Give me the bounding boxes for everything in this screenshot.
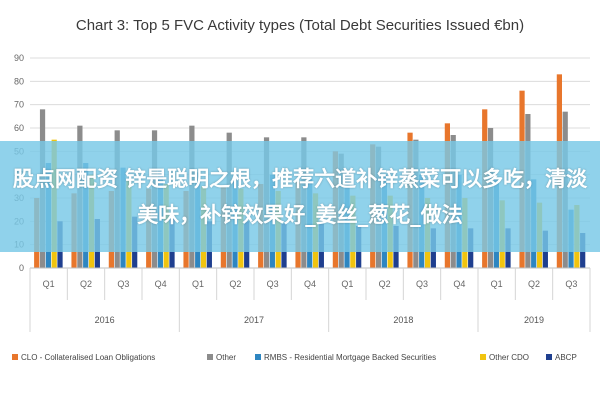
- y-tick-label: 60: [14, 123, 24, 133]
- x-tick-label: Q1: [43, 279, 55, 289]
- legend-swatch: [207, 354, 213, 360]
- year-label: 2016: [95, 315, 115, 325]
- x-tick-label: Q3: [117, 279, 129, 289]
- legend-label: CLO - Collateralised Loan Obligations: [21, 353, 155, 362]
- y-tick-label: 0: [19, 263, 24, 273]
- x-tick-label: Q1: [341, 279, 353, 289]
- year-label: 2018: [393, 315, 413, 325]
- y-tick-label: 80: [14, 76, 24, 86]
- legend-label: RMBS - Residential Mortgage Backed Secur…: [264, 353, 436, 362]
- x-tick-label: Q4: [453, 279, 465, 289]
- x-tick-label: Q4: [304, 279, 316, 289]
- y-tick-label: 90: [14, 53, 24, 63]
- x-tick-label: Q3: [267, 279, 279, 289]
- banner-text: 股点网配资 锌是聪明之根，推荐六道补锌蒸菜可以多吃，清淡美味，补锌效果好_姜丝_…: [12, 166, 588, 227]
- legend-swatch: [480, 354, 486, 360]
- x-tick-label: Q4: [155, 279, 167, 289]
- legend-swatch: [546, 354, 552, 360]
- legend-swatch: [12, 354, 18, 360]
- legend-label: ABCP: [555, 353, 577, 362]
- x-tick-label: Q2: [528, 279, 540, 289]
- x-tick-label: Q1: [192, 279, 204, 289]
- y-tick-label: 70: [14, 100, 24, 110]
- chart-title: Chart 3: Top 5 FVC Activity types (Total…: [76, 17, 524, 34]
- x-tick-label: Q2: [80, 279, 92, 289]
- legend-swatch: [255, 354, 261, 360]
- x-tick-label: Q2: [379, 279, 391, 289]
- legend: CLO - Collateralised Loan Obligations Oth…: [12, 353, 577, 362]
- banner-overlay: 股点网配资 锌是聪明之根，推荐六道补锌蒸菜可以多吃，清淡美味，补锌效果好_姜丝_…: [0, 141, 600, 252]
- x-tick-label: Q1: [491, 279, 503, 289]
- x-tick-label: Q3: [565, 279, 577, 289]
- legend-label: Other: [216, 353, 236, 362]
- year-label: 2019: [524, 315, 544, 325]
- x-tick-label: Q2: [229, 279, 241, 289]
- year-label: 2017: [244, 315, 264, 325]
- x-tick-label: Q3: [416, 279, 428, 289]
- legend-label: Other CDO: [489, 353, 529, 362]
